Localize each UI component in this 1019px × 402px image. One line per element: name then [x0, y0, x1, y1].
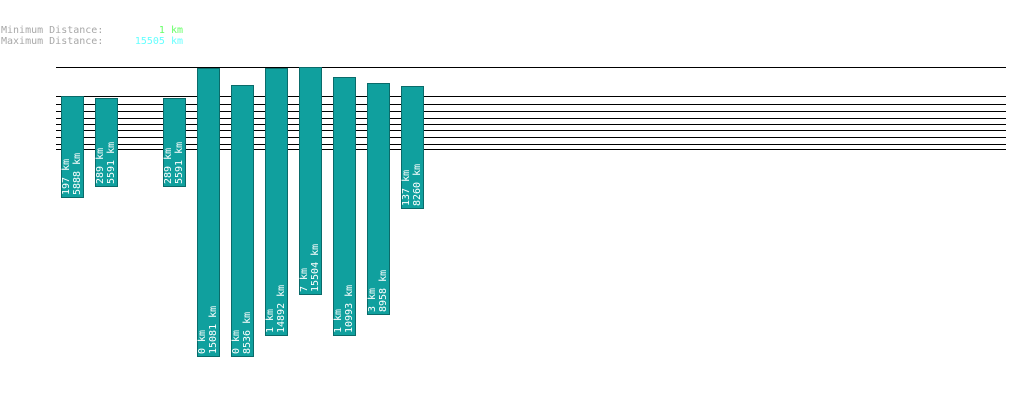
max-distance-label: 15504 km [310, 244, 321, 292]
max-distance-label: 8260 km [412, 164, 423, 206]
min-distance-label: 289 km [95, 148, 106, 184]
distance-bar [61, 96, 84, 198]
min-distance-label: 7 km [299, 268, 310, 292]
max-distance-value: 15505 km [134, 36, 183, 47]
distance-bar [163, 98, 186, 187]
min-distance-label: 0 km [231, 330, 242, 354]
max-distance-label: Maximum Distance: [1, 36, 104, 47]
distance-bar [333, 77, 356, 336]
max-distance-label: 8958 km [378, 270, 389, 312]
min-distance-label: 3 km [367, 288, 378, 312]
distance-bar [367, 83, 390, 315]
min-distance-label: 289 km [163, 148, 174, 184]
min-distance-label: 197 km [61, 159, 72, 195]
distance-summary: Minimum Distance: 1 km Maximum Distance: 1… [1, 25, 183, 47]
min-distance-label: 1 km [265, 309, 276, 333]
distance-bar [95, 98, 118, 187]
min-distance-value: 1 km [158, 25, 183, 36]
distance-bar [197, 68, 220, 357]
max-distance-label: 15081 km [208, 306, 219, 354]
distance-bar [299, 67, 322, 295]
distance-bar [265, 68, 288, 336]
max-distance-row: Maximum Distance: 15505 km [1, 36, 183, 47]
max-distance-label: 10993 km [344, 285, 355, 333]
min-distance-row: Minimum Distance: 1 km [1, 25, 183, 36]
min-distance-label: 0 km [197, 330, 208, 354]
max-distance-label: 5591 km [174, 142, 185, 184]
bars: 197 km 5888 km 289 km 5591 km 289 km 5591 km0… [61, 67, 424, 357]
distance-bar [231, 85, 254, 357]
max-distance-label: 14892 km [276, 285, 287, 333]
max-distance-label: 5888 km [72, 153, 83, 195]
max-distance-label: 8536 km [242, 312, 253, 354]
min-distance-label: Minimum Distance: [1, 25, 104, 36]
min-distance-label: 137 km [401, 170, 412, 206]
distance-bar [401, 86, 424, 209]
min-distance-label: 1 km [333, 309, 344, 333]
max-distance-label: 5591 km [106, 142, 117, 184]
